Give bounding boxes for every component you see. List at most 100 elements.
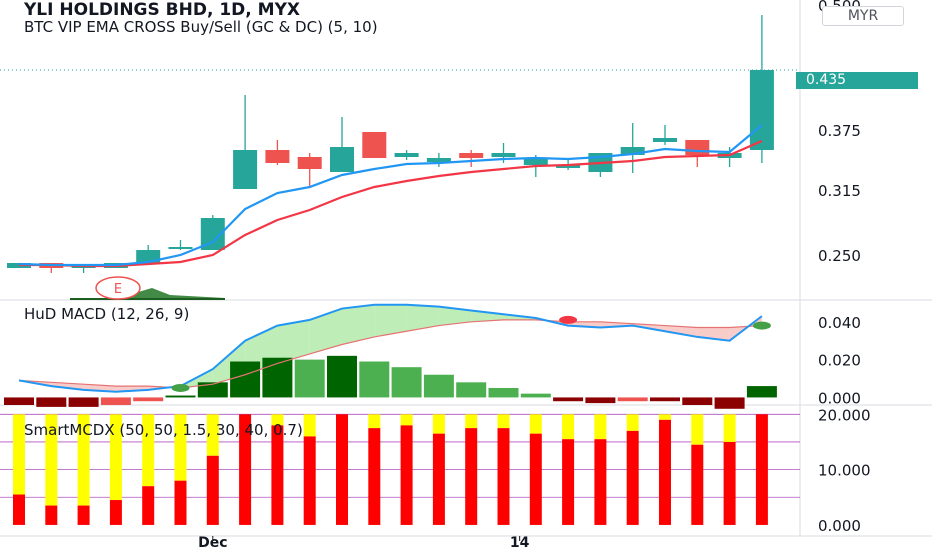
smart-yellow-bar [109,414,122,501]
candle-body [426,158,451,162]
indicator-title: BTC VIP EMA CROSS Buy/Sell (GC & DC) (5,… [24,18,378,36]
smart-red-bar [77,505,90,525]
smart-yellow-bar [400,414,413,426]
histogram-bar [456,382,487,398]
candle-body [749,70,774,150]
macd-fill-segment [374,304,407,337]
histogram-bar [553,397,584,402]
smart-red-bar [659,419,671,525]
smart-red-bar [271,425,284,525]
smart-yellow-bar [432,414,445,434]
smart-red-bar [497,428,510,525]
smart-tick-label: 0.000 [818,517,861,535]
smart-yellow-bar [497,414,510,429]
histogram-bar [617,397,648,402]
smart-red-bar [45,505,58,525]
histogram-bar [262,357,293,398]
smart-red-bar [109,500,122,525]
histogram-bar [100,397,131,405]
last-price-tag: 0.435 [796,72,918,89]
histogram-bar [746,386,777,398]
candle-body [491,153,516,157]
smart-yellow-bar [723,414,736,442]
smart-tick-label: 10.000 [818,462,871,480]
macd-title: HuD MACD (12, 26, 9) [24,305,190,323]
candle-body [653,138,677,142]
smart-yellow-bar [271,414,284,426]
smart-red-bar [529,433,542,525]
candle-body [233,150,258,189]
histogram-bar [36,397,67,407]
histogram-bar [230,361,261,398]
smart-red-bar [142,486,155,525]
macd-fill-segment [665,325,698,337]
smart-yellow-bar [659,414,671,420]
candle-body [168,247,193,249]
smart-red-bar [336,414,348,525]
candle-body [330,147,354,172]
smart-yellow-bar [13,414,25,495]
histogram-bar [488,387,519,398]
smart-red-bar [239,414,252,525]
smart-yellow-bar [77,414,90,506]
smart-yellow-bar [691,414,704,445]
smart-red-bar [206,455,219,525]
histogram-bar [68,397,99,407]
smart-red-bar [368,428,381,525]
cross-marker [171,383,190,392]
macd-fill-segment [406,304,439,332]
smart-red-bar [755,414,768,525]
smart-yellow-bar [368,414,381,429]
smart-red-bar [723,441,736,525]
cross-marker [559,315,578,324]
smart-yellow-bar [594,414,607,440]
price-tick-label: 0.250 [818,247,861,265]
cross-marker [752,321,771,330]
candle-body [620,147,645,155]
histogram-bar [520,393,551,398]
histogram-bar [165,395,196,398]
time-tick-label: Dec [198,535,227,550]
smart-yellow-bar [626,414,639,431]
signal-line [18,319,762,389]
smart-red-bar [432,433,445,525]
currency-badge[interactable]: MYR [822,6,904,26]
macd-fill-segment [438,306,472,326]
smart-red-bar [594,439,607,525]
e-signal-marker [95,276,141,300]
candle-body [265,150,290,163]
smart-yellow-bar [303,414,316,437]
histogram-bar [650,397,680,402]
smart-red-bar [691,444,704,525]
price-tick-label: 0.315 [818,182,861,200]
histogram-bar [294,359,325,398]
macd-fill-segment [277,319,310,364]
price-tick-label: 0.375 [818,122,861,140]
macd-tick-label: 0.020 [818,352,861,370]
histogram-bar [391,367,422,398]
smart-red-bar [174,480,187,525]
smart-yellow-bar [142,414,155,487]
candle-body [362,132,387,158]
candle-body [459,153,484,158]
macd-tick-label: 0.040 [818,314,861,332]
smart-red-bar [13,494,25,525]
candle-body [556,165,581,168]
smart-red-bar [562,439,575,525]
smart-yellow-bar [562,414,575,440]
histogram-bar [585,397,616,404]
histogram-bar [423,374,454,398]
smart-tick-label: 20.000 [818,406,871,424]
e-signal-label: E [114,282,122,297]
smart-red-bar [626,430,639,525]
signal-volume-shape [70,288,225,299]
smart-yellow-bar [174,414,187,481]
macd-tick-label: 0.000 [818,389,861,407]
smart-yellow-bar [529,414,542,434]
ema-slow-line [19,139,763,268]
smart-yellow-bar [45,414,58,506]
ema-fast-line [18,124,763,267]
time-tick-label: 14 [510,535,530,550]
smartmcdx-title: SmartMCDX (50, 50, 1.5, 30, 40, 0.7) [24,421,303,439]
histogram-bar [4,397,34,405]
